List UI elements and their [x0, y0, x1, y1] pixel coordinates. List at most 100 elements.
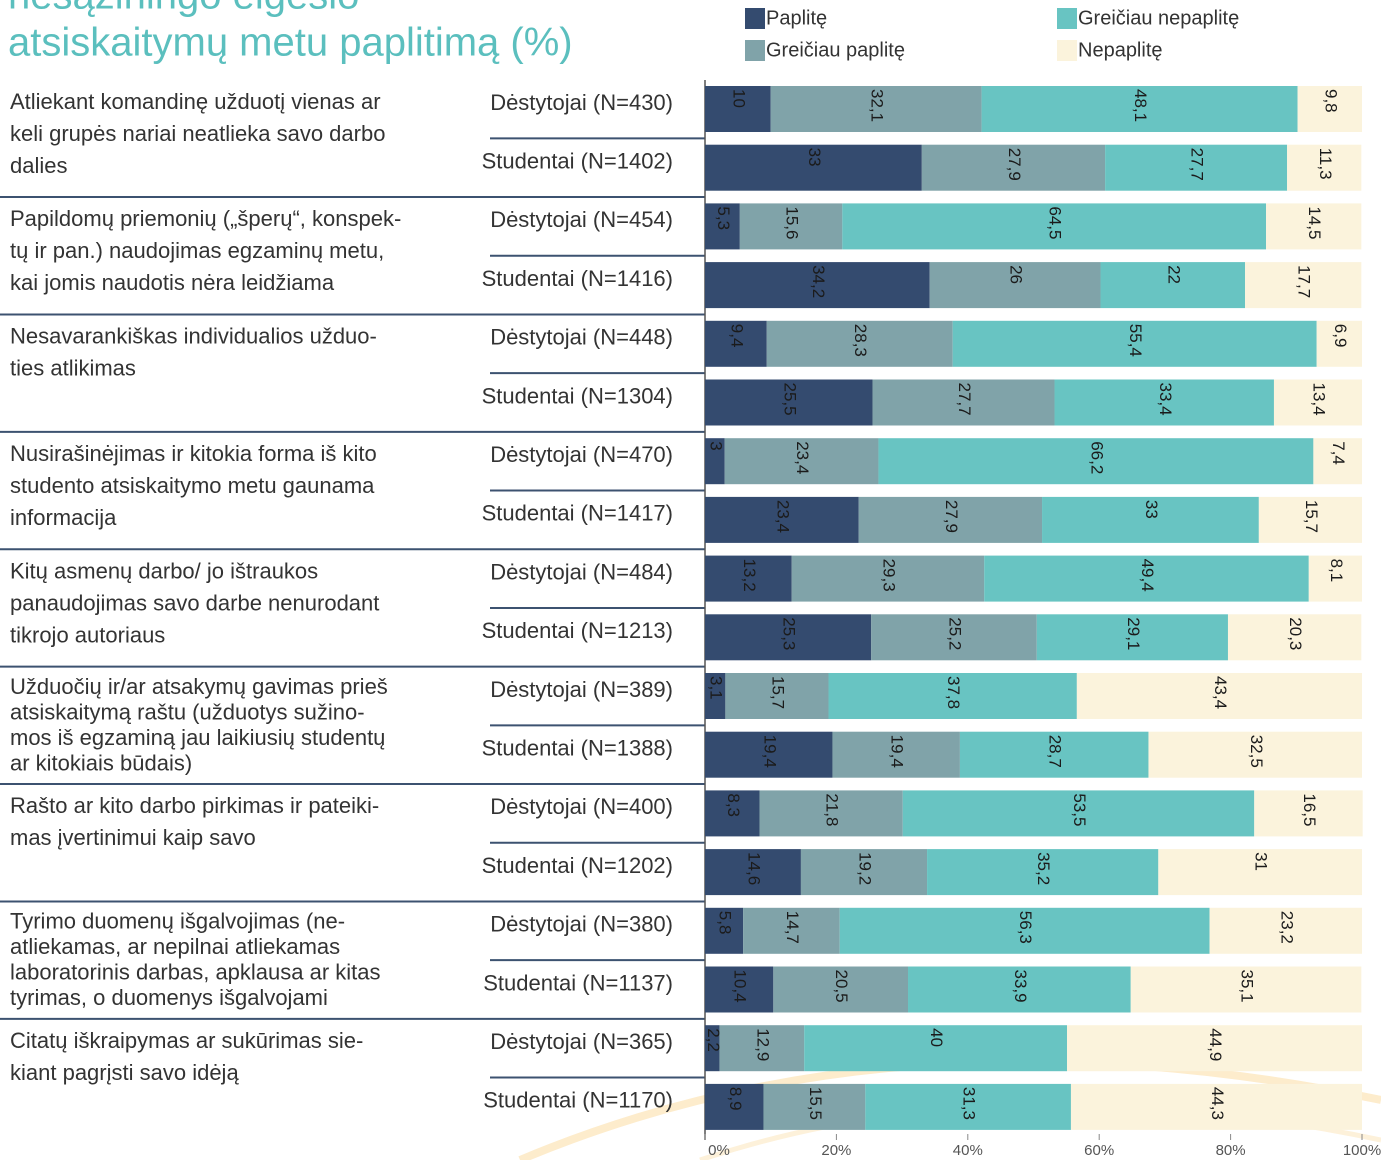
data-label: 33	[805, 148, 824, 167]
data-label: 33,9	[1011, 970, 1030, 1003]
bar-segment	[705, 86, 771, 132]
data-label: 15,7	[768, 676, 787, 709]
bar-segment	[705, 790, 760, 837]
question-label: mos iš egzaminą jau laikiusių studentų	[10, 725, 385, 750]
data-label: 8,1	[1327, 559, 1346, 583]
data-label: 20,5	[832, 970, 851, 1003]
bar-segment	[902, 790, 1255, 837]
data-label: 44,3	[1208, 1087, 1227, 1120]
bar-segment	[705, 731, 833, 778]
data-label: 9,8	[1321, 89, 1340, 113]
data-label: 23,2	[1277, 911, 1296, 944]
bar-segment	[1313, 438, 1362, 485]
question-label: Nesavarankiškas individualios užduo-	[10, 324, 377, 349]
bar-segment	[705, 496, 859, 543]
bar-segment	[705, 1025, 720, 1072]
data-label: 13,4	[1309, 383, 1328, 416]
data-label: 37,8	[944, 676, 963, 709]
bar-segment	[743, 907, 840, 954]
question-label: atliekamas, ar nepilnai atliekamas	[10, 934, 340, 959]
data-label: 27,7	[955, 383, 974, 416]
bar-segment	[705, 555, 792, 602]
data-label: 3,1	[707, 676, 726, 700]
data-label: 7,4	[1329, 441, 1348, 465]
y-tick-label: Studentai (N=1137)	[483, 970, 673, 995]
data-label: 53,5	[1070, 793, 1089, 826]
y-tick-label: Studentai (N=1416)	[482, 266, 673, 291]
question-label: ar kitokiais būdais)	[10, 750, 192, 775]
x-tick-label: 40%	[953, 1142, 983, 1159]
question-label: tyrimas, o duomenys išgalvojami	[10, 985, 328, 1010]
y-tick-label: Studentai (N=1202)	[482, 853, 673, 878]
legend-label: Greičiau nepaplitę	[1078, 7, 1239, 29]
bar-segment	[791, 555, 985, 602]
bar-segment	[908, 966, 1131, 1013]
chart-title: atsiskaitymų metu paplitimą (%)	[8, 21, 573, 65]
bar-segment	[927, 849, 1159, 896]
question-label: laboratorinis darbas, apklausa ar kitas	[10, 960, 381, 985]
data-label: 43,4	[1211, 676, 1230, 709]
y-tick-label: Dėstytojai (N=400)	[490, 794, 673, 819]
y-tick-label: Studentai (N=1417)	[482, 501, 673, 526]
bar-segment	[1158, 849, 1362, 896]
data-label: 31,3	[960, 1087, 979, 1120]
bar-segment	[766, 320, 953, 367]
chart-title: nesąžiningo elgesio	[8, 0, 359, 18]
data-label: 64,5	[1046, 206, 1065, 239]
question-label: Užduočių ir/ar atsakymų gavimas prieš	[10, 674, 388, 699]
y-tick-label: Dėstytojai (N=454)	[490, 207, 673, 232]
legend-swatch	[745, 8, 765, 29]
question-label: tikrojo autoriaus	[10, 622, 165, 647]
bar-segment	[705, 262, 930, 309]
data-label: 56,3	[1016, 911, 1035, 944]
question-label: kai jomis naudotis nėra leidžiama	[10, 270, 335, 295]
data-label: 29,3	[879, 559, 898, 592]
bar-segment	[1042, 496, 1259, 543]
data-label: 35,1	[1238, 970, 1257, 1003]
data-label: 3	[706, 441, 725, 450]
data-label: 8,3	[724, 793, 743, 817]
y-tick-label: Dėstytojai (N=380)	[490, 912, 673, 937]
bar-segment	[724, 438, 879, 485]
bar-segment	[1245, 262, 1362, 309]
legend-swatch	[745, 40, 765, 61]
x-tick-label: 80%	[1216, 1142, 1246, 1159]
data-label: 40	[927, 1028, 946, 1047]
bar-segment	[739, 203, 843, 250]
data-label: 33,4	[1156, 383, 1175, 416]
bar-segment	[705, 1083, 764, 1130]
bar-segment	[878, 438, 1314, 485]
legend-label: Greičiau paplitę	[766, 39, 905, 61]
bar-segment	[1258, 496, 1362, 543]
y-tick-label: Studentai (N=1213)	[482, 618, 673, 643]
bar-segment	[1036, 614, 1228, 661]
y-tick-label: Studentai (N=1170)	[483, 1088, 673, 1113]
data-label: 34,2	[809, 265, 828, 298]
question-label: informacija	[10, 505, 117, 530]
data-label: 19,4	[760, 735, 779, 768]
data-label: 15,5	[806, 1087, 825, 1120]
data-label: 2,2	[704, 1028, 723, 1052]
data-label: 14,7	[783, 911, 802, 944]
data-label: 15,6	[783, 206, 802, 239]
data-label: 49,4	[1138, 559, 1157, 592]
legend-swatch	[1057, 8, 1077, 29]
data-label: 26	[1007, 265, 1026, 284]
data-label: 23,4	[773, 500, 792, 533]
bar-segment	[705, 320, 767, 367]
data-label: 48,1	[1131, 89, 1150, 122]
y-tick-label: Studentai (N=1388)	[482, 736, 673, 761]
bar-segment	[705, 144, 922, 191]
data-label: 5,8	[716, 911, 735, 935]
bar-segment	[839, 907, 1210, 954]
bar-segment	[759, 790, 903, 837]
question-label: Atliekant komandinę užduotį vienas ar	[10, 89, 381, 114]
data-label: 21,8	[823, 793, 842, 826]
question-label: Kitų asmenų darbo/ jo ištraukos	[10, 558, 318, 583]
question-label: panaudojimas savo darbe nenurodant	[10, 590, 379, 615]
data-label: 28,7	[1046, 735, 1065, 768]
bar-segment	[1209, 907, 1362, 954]
x-tick-label: 20%	[821, 1142, 851, 1159]
y-tick-label: Studentai (N=1304)	[482, 383, 673, 408]
